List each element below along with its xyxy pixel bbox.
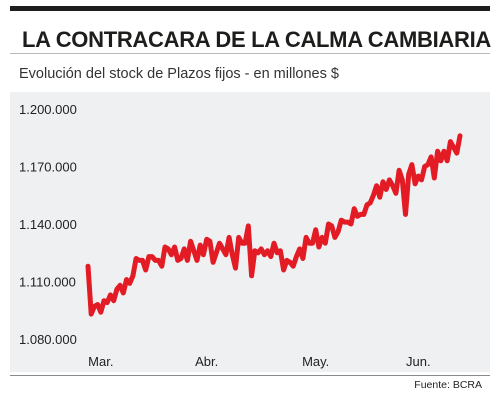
series-line — [85, 133, 463, 317]
plot-area — [85, 133, 463, 317]
x-tick-label: Mar. — [88, 354, 113, 369]
x-tick-label: Abr. — [195, 354, 218, 369]
x-tick-label: Jun. — [406, 354, 431, 369]
chart-panel: 1.080.000 1.110.000 1.140.000 1.170.000 1.20… — [10, 92, 490, 372]
x-axis: Mar. Abr. May. Jun. — [88, 354, 430, 369]
title-bar: LA CONTRACARA DE LA CALMA CAMBIARIA — [10, 6, 491, 54]
chart-title: LA CONTRACARA DE LA CALMA CAMBIARIA — [22, 27, 491, 52]
y-tick-label: 1.170.000 — [19, 160, 77, 175]
source-note: Fuente: BCRA — [414, 379, 482, 391]
line-chart: 1.080.000 1.110.000 1.140.000 1.170.000 1.20… — [19, 102, 463, 369]
y-tick-label: 1.200.000 — [19, 102, 77, 117]
y-axis: 1.080.000 1.110.000 1.140.000 1.170.000 1.20… — [19, 102, 77, 347]
y-tick-label: 1.080.000 — [19, 332, 77, 347]
y-tick-label: 1.140.000 — [19, 217, 77, 232]
chart-subtitle: Evolución del stock de Plazos fijos - en… — [19, 66, 339, 82]
y-tick-label: 1.110.000 — [19, 275, 76, 290]
footer-rule — [10, 375, 490, 376]
x-tick-label: May. — [302, 354, 329, 369]
